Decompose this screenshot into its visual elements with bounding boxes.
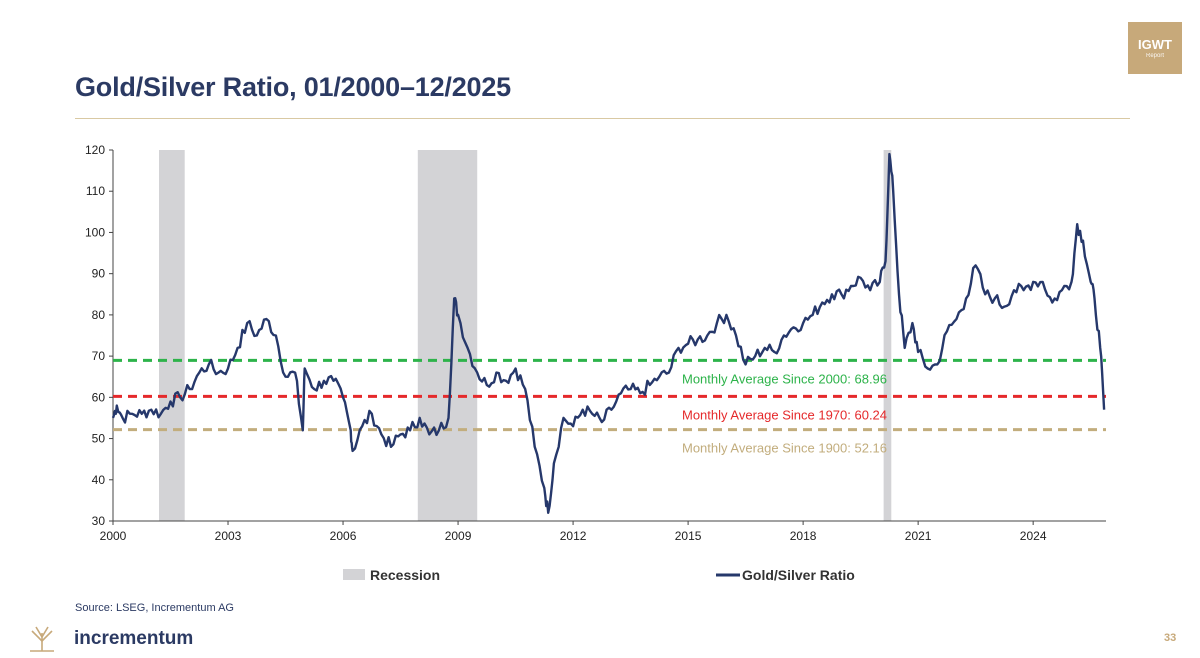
reference-annotations: Monthly Average Since 2000: 68.96 Monthly…	[682, 371, 887, 455]
legend: Recession Gold/Silver Ratio	[343, 567, 855, 583]
source-note: Source: LSEG, Incrementum AG	[75, 602, 234, 614]
series-line-gold-silver-ratio	[111, 152, 1106, 514]
y-tick-label: 70	[92, 349, 106, 363]
badge-line-2: Report	[1145, 53, 1164, 59]
axes: 30 40 50 60 70 80 90 100 110 120 2000 2003 2006 2009 2…	[85, 143, 1106, 543]
page-number: 33	[1164, 632, 1177, 644]
title-divider	[75, 118, 1130, 119]
y-tick-label: 100	[85, 225, 105, 239]
incrementum-logo: incrementum	[26, 623, 246, 653]
y-tick-label: 30	[92, 514, 106, 528]
recession-bands	[159, 150, 892, 521]
x-tick-label: 2009	[445, 529, 472, 543]
reference-line-label: Monthly Average Since 1970: 60.24	[682, 407, 887, 422]
legend-recession-swatch	[343, 569, 365, 580]
reference-line-label: Monthly Average Since 1900: 52.16	[682, 441, 887, 456]
brand-name: incrementum	[74, 628, 194, 649]
recession-band	[159, 150, 185, 521]
y-tick-label: 60	[92, 390, 106, 404]
gold-silver-ratio-chart: 30 40 50 60 70 80 90 100 110 120 2000 2003 2006 2009 2…	[85, 143, 1106, 583]
y-tick-label: 90	[92, 267, 106, 281]
y-tick-label: 40	[92, 473, 106, 487]
x-tick-label: 2015	[675, 529, 702, 543]
x-tick-label: 2000	[100, 529, 127, 543]
badge-line-1: IGWT	[1138, 37, 1172, 52]
y-tick-label: 120	[85, 143, 105, 157]
y-tick-label: 110	[86, 184, 105, 198]
reference-lines	[113, 358, 1106, 432]
igwt-report-badge: IGWT Report	[1128, 22, 1182, 74]
y-tick-label: 50	[92, 432, 106, 446]
legend-ratio-label: Gold/Silver Ratio	[742, 567, 855, 583]
reference-line-label: Monthly Average Since 2000: 68.96	[682, 371, 887, 386]
x-tick-label: 2021	[905, 529, 932, 543]
y-tick-label: 80	[92, 308, 106, 322]
recession-band	[883, 150, 892, 521]
tree-logo-icon	[30, 626, 54, 652]
series	[111, 152, 1106, 514]
legend-recession-label: Recession	[370, 567, 440, 583]
x-tick-label: 2006	[330, 529, 357, 543]
recession-band	[417, 150, 478, 521]
x-tick-label: 2018	[790, 529, 817, 543]
x-tick-label: 2024	[1020, 529, 1047, 543]
x-tick-label: 2012	[560, 529, 587, 543]
x-tick-label: 2003	[215, 529, 242, 543]
page-title: Gold/Silver Ratio, 01/2000–12/2025	[75, 72, 511, 102]
